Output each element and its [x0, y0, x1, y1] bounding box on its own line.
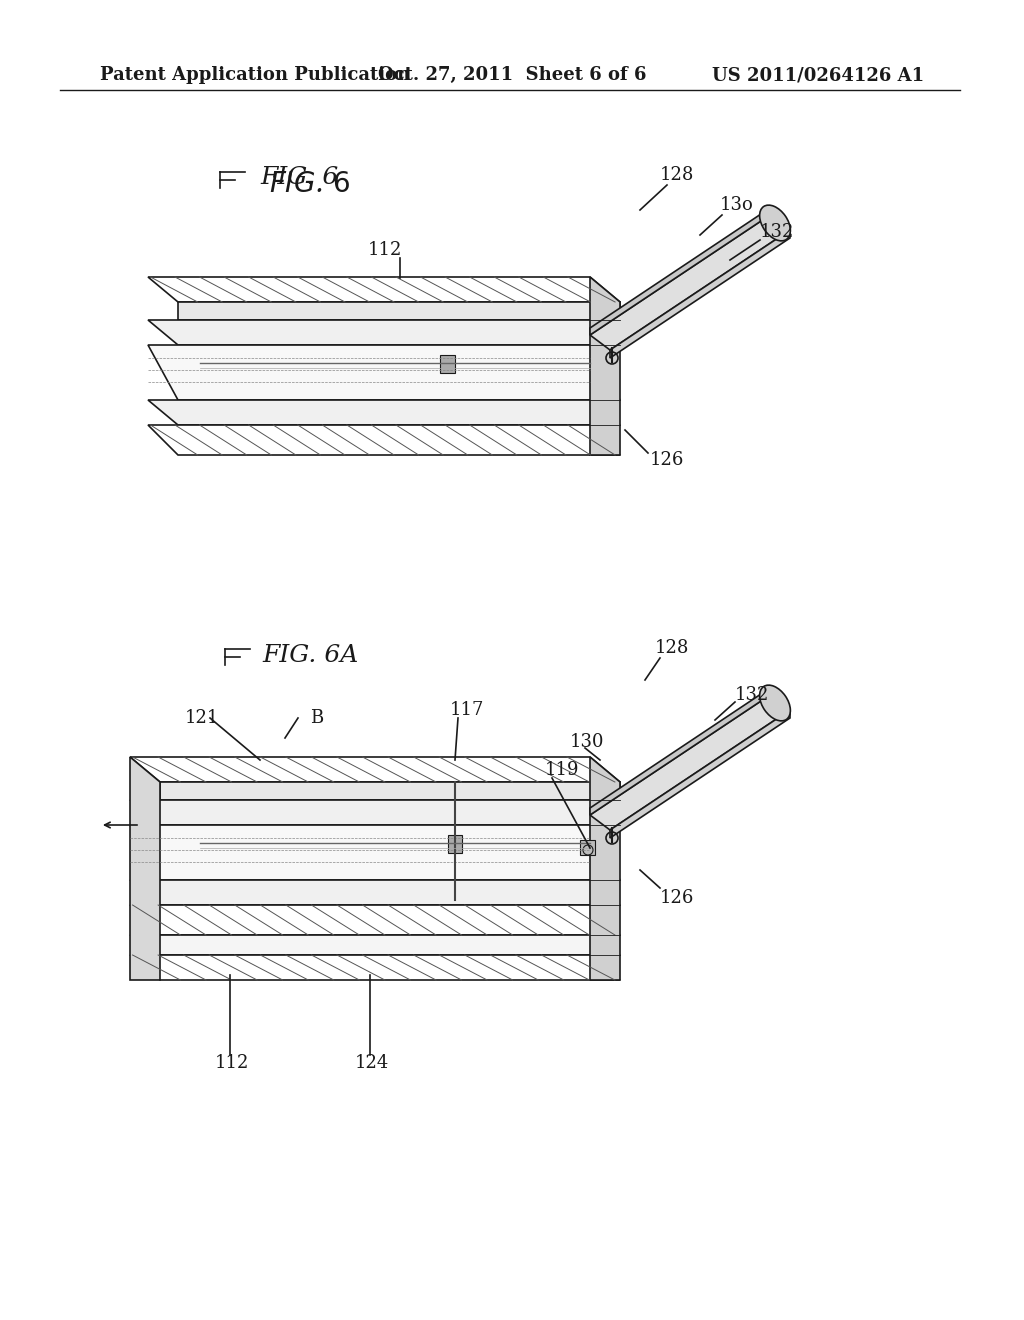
- Polygon shape: [130, 800, 620, 825]
- Polygon shape: [590, 277, 620, 455]
- Ellipse shape: [760, 205, 791, 240]
- Text: 117: 117: [450, 701, 484, 719]
- Text: FIG. 6: FIG. 6: [261, 166, 339, 190]
- Polygon shape: [148, 425, 620, 455]
- Text: 121: 121: [185, 709, 219, 727]
- Polygon shape: [130, 756, 160, 979]
- Text: 126: 126: [650, 451, 684, 469]
- Polygon shape: [610, 230, 790, 358]
- Polygon shape: [130, 954, 620, 979]
- Polygon shape: [148, 345, 620, 400]
- Bar: [580, 840, 595, 855]
- Text: 112: 112: [368, 242, 402, 259]
- Text: 132: 132: [735, 686, 769, 704]
- Text: 124: 124: [355, 1053, 389, 1072]
- Text: Oct. 27, 2011  Sheet 6 of 6: Oct. 27, 2011 Sheet 6 of 6: [378, 66, 646, 84]
- Bar: [440, 355, 455, 374]
- Polygon shape: [130, 825, 620, 880]
- Text: 119: 119: [545, 762, 580, 779]
- Polygon shape: [178, 302, 620, 319]
- Polygon shape: [148, 277, 620, 302]
- Polygon shape: [590, 696, 790, 830]
- Text: Patent Application Publication: Patent Application Publication: [100, 66, 411, 84]
- Polygon shape: [590, 688, 770, 814]
- Polygon shape: [148, 400, 620, 425]
- Text: 112: 112: [215, 1053, 250, 1072]
- Polygon shape: [160, 781, 620, 800]
- Text: FIG. 6A: FIG. 6A: [262, 644, 358, 667]
- Text: 126: 126: [660, 888, 694, 907]
- Text: $\mathit{FIG}$. $\mathit{6}$: $\mathit{FIG}$. $\mathit{6}$: [269, 172, 350, 198]
- Polygon shape: [130, 906, 620, 935]
- Text: 130: 130: [570, 733, 604, 751]
- Text: 132: 132: [760, 223, 795, 242]
- Text: 128: 128: [660, 166, 694, 183]
- Polygon shape: [130, 880, 620, 906]
- Polygon shape: [130, 756, 620, 781]
- Polygon shape: [590, 209, 770, 335]
- Polygon shape: [590, 756, 620, 979]
- Text: B: B: [310, 709, 324, 727]
- Text: 13o: 13o: [720, 195, 754, 214]
- Polygon shape: [610, 710, 790, 838]
- Polygon shape: [130, 935, 620, 954]
- Bar: [449, 836, 462, 853]
- Text: 128: 128: [655, 639, 689, 657]
- Text: US 2011/0264126 A1: US 2011/0264126 A1: [712, 66, 924, 84]
- Polygon shape: [590, 215, 790, 350]
- Polygon shape: [148, 319, 620, 345]
- Ellipse shape: [760, 685, 791, 721]
